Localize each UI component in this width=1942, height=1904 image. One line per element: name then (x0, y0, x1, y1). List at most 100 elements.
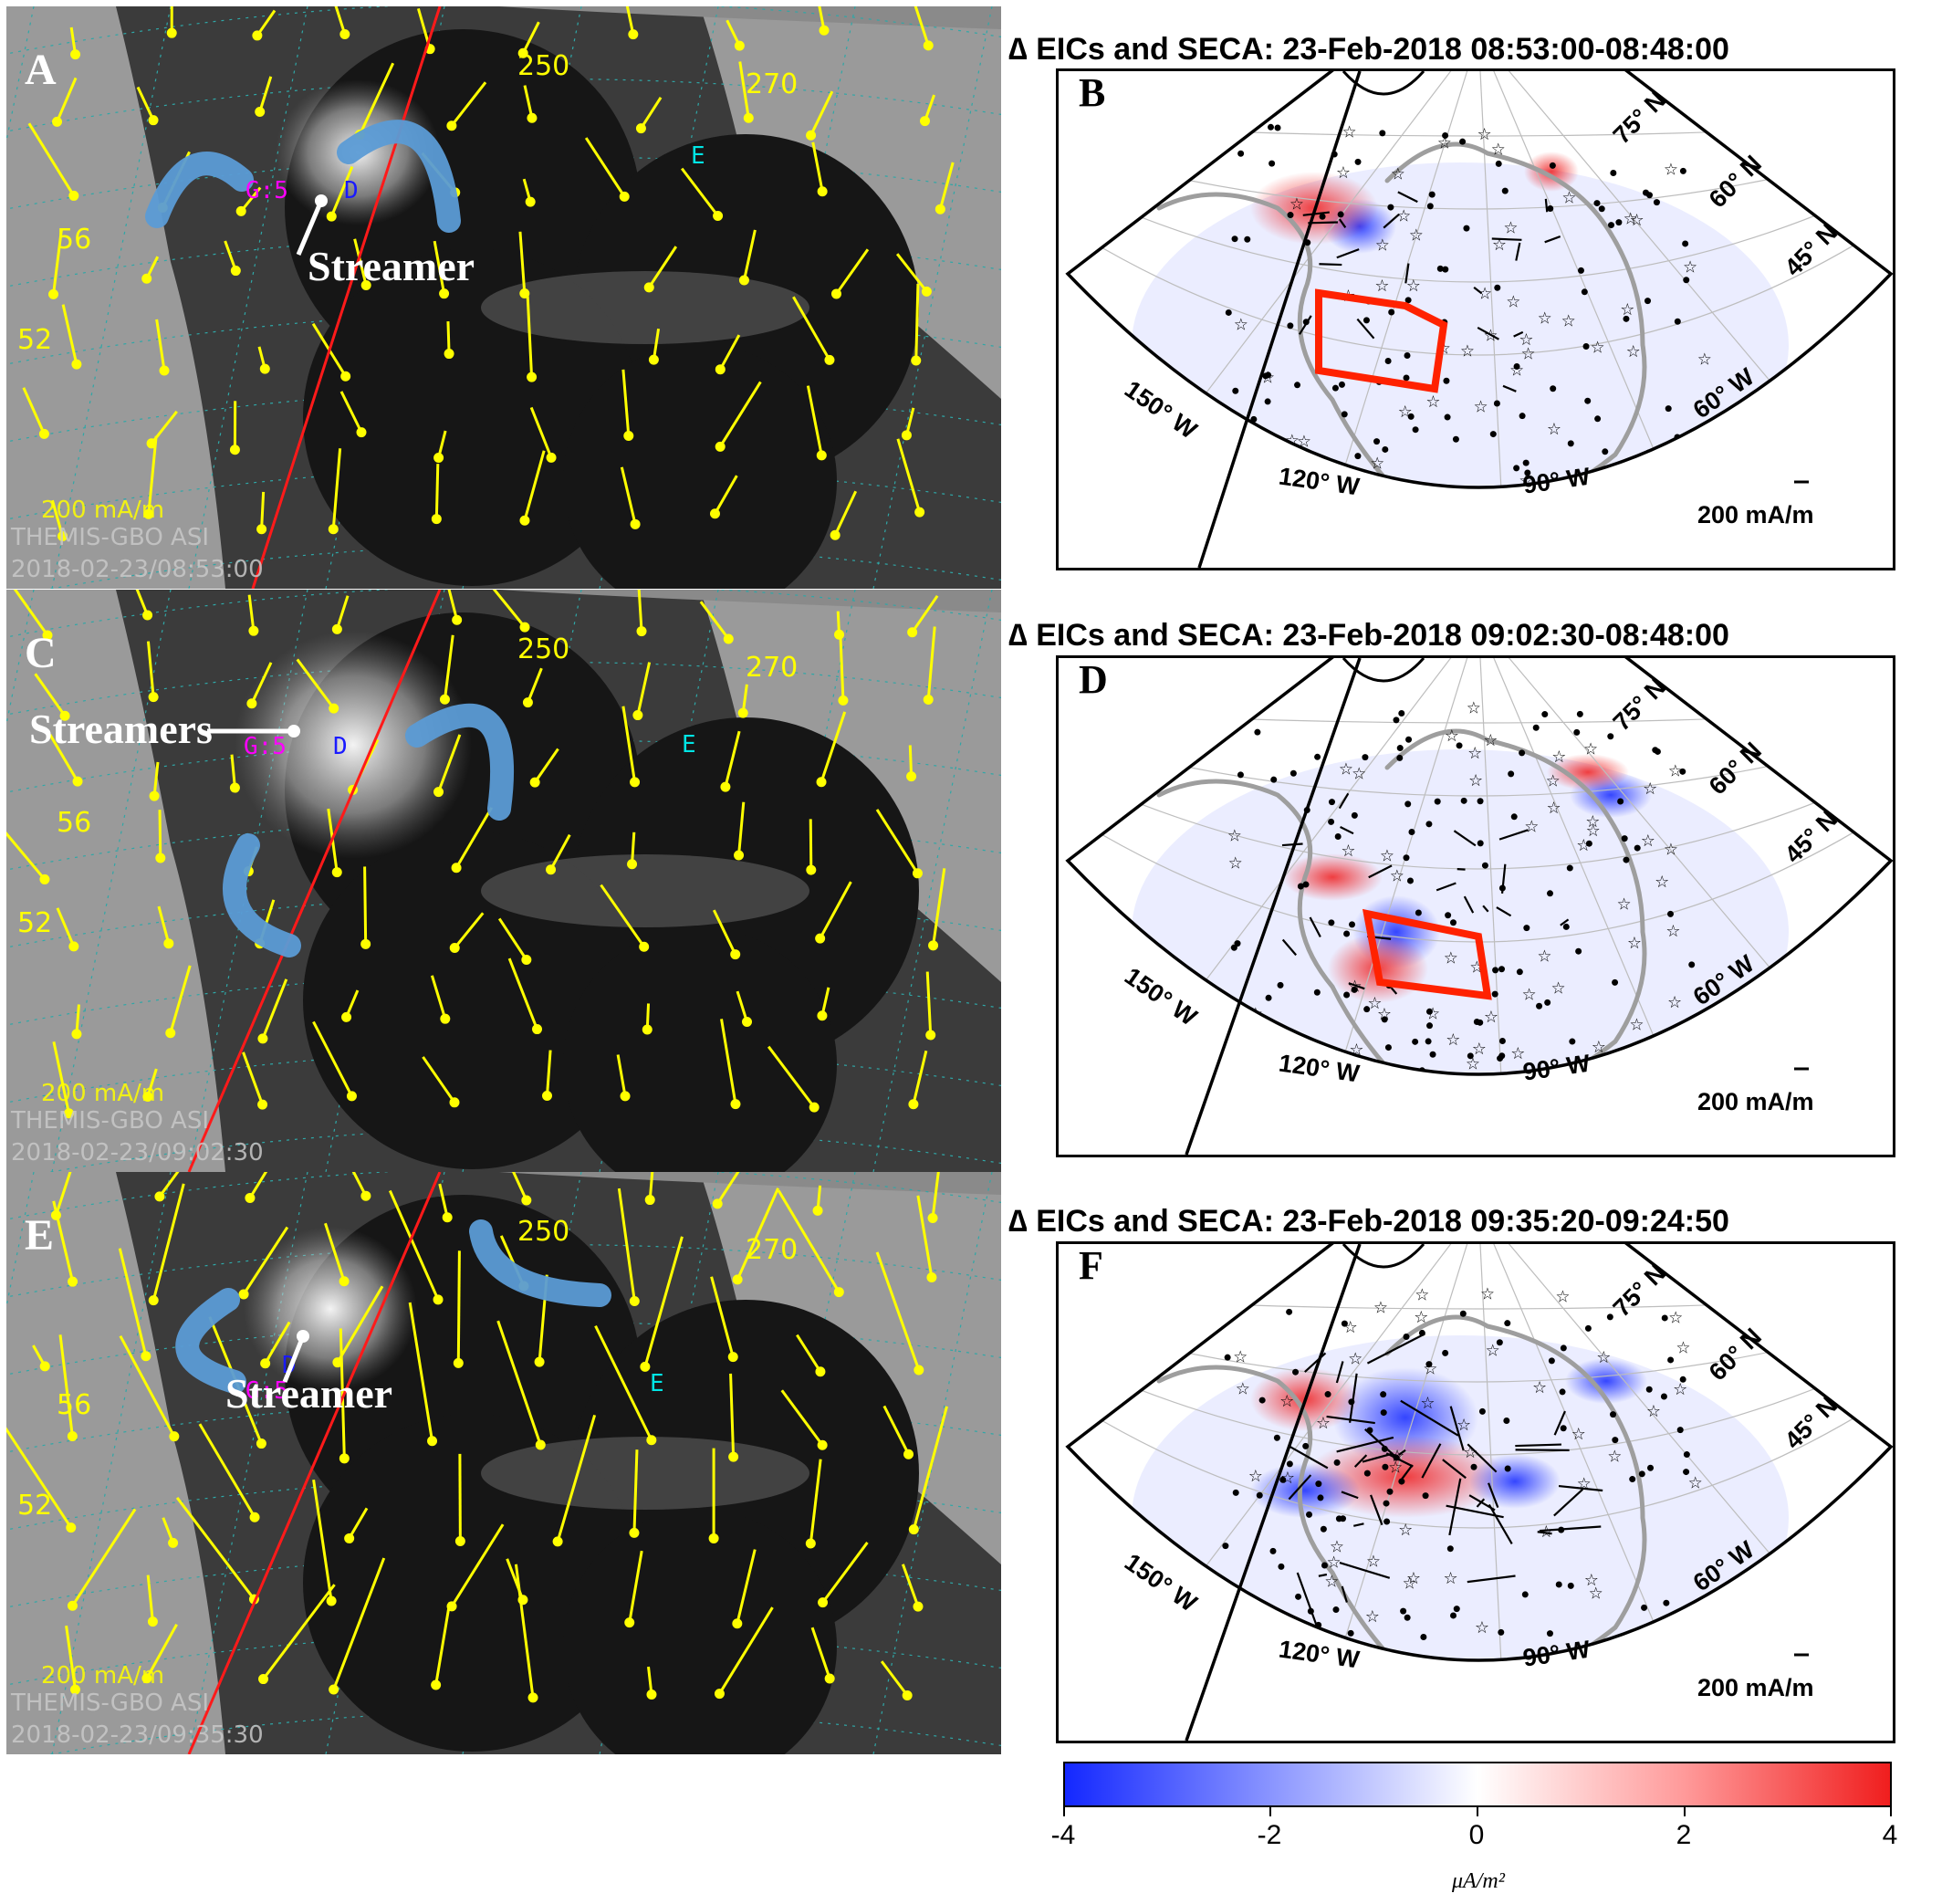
magnetometer-star: ☆ (1280, 1469, 1295, 1488)
current-vector (363, 866, 368, 945)
seca-grid-dot (1606, 1313, 1613, 1321)
vector-origin-dot (805, 1538, 816, 1549)
vector-origin-dot (642, 1024, 653, 1035)
eic-vectors (1288, 1333, 1603, 1632)
seca-grid-dot (1660, 1393, 1667, 1400)
seca-grid-dot (1442, 1349, 1449, 1356)
seca-grid-dot (1641, 1604, 1648, 1611)
vector-origin-dot (734, 850, 745, 861)
seca-grid-dot (1328, 919, 1335, 926)
eic-vector (1281, 938, 1298, 957)
map-longitude-label: 150° W (1120, 375, 1202, 445)
vector-origin-dot (714, 1689, 725, 1700)
magnetometer-star: ☆ (1665, 1667, 1680, 1686)
longitude-label: 270 (746, 68, 798, 100)
map-panel-d: ☆ ☆ ☆ ☆ ☆ ☆ ☆ ☆ ☆ ☆ ☆ ☆ ☆ ☆ ☆ ☆ ☆ ☆ ☆ ☆ ☆ ☆ ☆ ☆ ☆ ☆ ☆ ☆ ☆ ☆ ☆ ☆ ☆ ☆ ☆ ☆ ☆ ☆ ☆ ☆… (1056, 655, 1895, 1157)
current-vector (146, 641, 155, 697)
vector-origin-dot (646, 1689, 657, 1700)
eic-vector (1513, 330, 1524, 338)
current-vector (230, 754, 236, 789)
seca-grid-dot (1642, 189, 1649, 196)
seca-grid-dot (1449, 919, 1456, 926)
seca-grid-dot (1559, 1388, 1566, 1396)
pole-cap (1342, 71, 1425, 96)
vector-origin-dot (249, 1512, 260, 1522)
map-fan-outline (1065, 71, 1893, 489)
seca-grid-dot (1425, 1361, 1433, 1368)
magnetometer-star: ☆ (1388, 1459, 1403, 1478)
seca-grid-dot (1559, 1083, 1565, 1089)
station-label-d: D (333, 733, 348, 760)
seca-grid-dot (1489, 431, 1497, 438)
magnetometer-star: ☆ (1234, 315, 1248, 334)
vector-origin-dot (619, 191, 630, 202)
current-vector (518, 231, 527, 294)
seca-grid-dot (1404, 800, 1412, 808)
vector-origin-dot (630, 518, 641, 529)
seca-grid-dot (1396, 745, 1404, 752)
vector-origin-dot (339, 1453, 350, 1464)
seca-grid-dot (1297, 883, 1304, 890)
current-vector (169, 965, 192, 1034)
magnetometer-star: ☆ (1236, 1380, 1250, 1399)
vector-scale-label: 200 mA/m (1697, 1674, 1814, 1701)
magnetometer-star: ☆ (1342, 123, 1357, 142)
magnetometer-star: ☆ (1316, 1414, 1331, 1433)
vector-origin-dot (906, 771, 917, 782)
current-vector (527, 667, 543, 704)
vector-origin-dot (64, 1108, 75, 1119)
eic-vector (1467, 1574, 1516, 1584)
magnetometer-star: ☆ (1667, 993, 1682, 1012)
magnetometer-star: ☆ (1584, 1571, 1599, 1590)
seca-grid-dot (1513, 465, 1520, 472)
seca-grid-dot (1314, 753, 1321, 760)
vector-origin-dot (639, 941, 650, 952)
seca-grid-dot (1473, 1019, 1480, 1026)
land-west (6, 6, 225, 589)
current-vector (158, 810, 162, 859)
vector-origin-dot (238, 1289, 249, 1300)
magnetometer-star: ☆ (1258, 1052, 1273, 1072)
vector-origin-dot (713, 211, 724, 222)
current-vector (157, 905, 171, 945)
seca-grid-dot (1289, 769, 1297, 777)
current-vector (712, 909, 737, 956)
vector-origin-dot (919, 116, 930, 127)
vector-origin-dot (169, 1431, 180, 1442)
eic-vector (1298, 315, 1312, 335)
flow-arrow (405, 703, 514, 821)
seca-grid-dot (1403, 1334, 1410, 1341)
current-vector (932, 868, 946, 947)
vector-origin-dot (627, 859, 638, 870)
asi-panel-a: 56 52 250 270 G:5 D E A Streamer 200 mA/m THEMIS-G… (6, 6, 1001, 589)
asi-disk (563, 1510, 837, 1754)
magnetometer-star: ☆ (1480, 1284, 1495, 1303)
seca-grid-dot (1621, 835, 1628, 842)
seca-grid-dot (1387, 204, 1394, 211)
magnetometer-star: ☆ (1367, 994, 1382, 1013)
seca-field: ☆☆☆☆☆☆☆☆☆☆☆☆☆☆☆☆☆☆☆☆☆☆☆☆☆☆☆☆☆☆☆☆☆☆☆☆☆☆☆☆… (1068, 71, 1891, 487)
vector-origin-dot (340, 371, 351, 382)
seca-grid-dot (1608, 222, 1615, 229)
current-vector (446, 321, 451, 354)
magnetometer-star: ☆ (1475, 1618, 1489, 1637)
seca-grid-dot (1319, 213, 1326, 220)
seca-grid-dot (1273, 1434, 1280, 1441)
seca-grid-dot (1443, 377, 1450, 384)
current-vector (792, 296, 831, 361)
seca-grid-dot (1573, 728, 1581, 736)
vector-origin-dot (148, 115, 159, 126)
map-latitude-circle (1083, 236, 1868, 356)
magnetometer-star: ☆ (1467, 698, 1481, 717)
seca-grid-dot (1323, 1635, 1331, 1642)
vector-origin-dot (68, 190, 79, 201)
seca-grid-dot (1610, 169, 1617, 176)
seca-grid-dot (1676, 1427, 1684, 1434)
eic-vector (1335, 1361, 1344, 1384)
current-vector (911, 594, 939, 633)
seca-grid-dot (1638, 1470, 1645, 1478)
magnetometer-star: ☆ (1555, 1287, 1570, 1306)
seca-grid-dot (1612, 1437, 1619, 1444)
vector-origin-dot (715, 364, 726, 375)
seca-grid-dot (1379, 130, 1386, 137)
